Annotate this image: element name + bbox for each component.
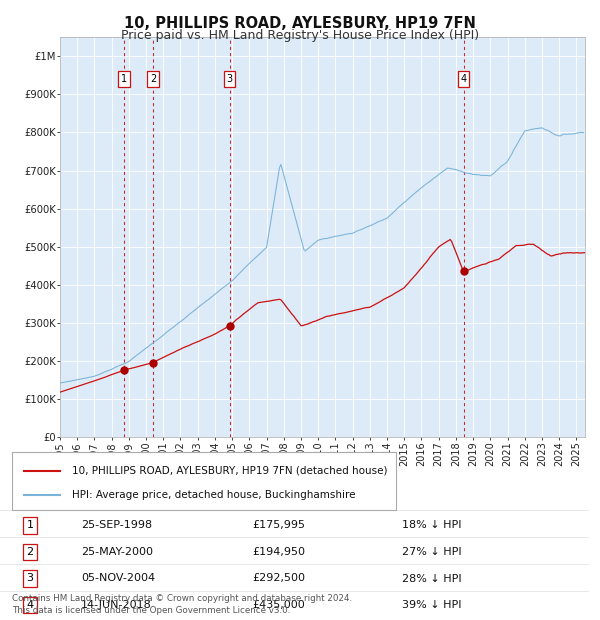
Text: 28% ↓ HPI: 28% ↓ HPI <box>402 574 461 583</box>
Text: £292,500: £292,500 <box>252 574 305 583</box>
Text: 3: 3 <box>226 74 233 84</box>
Text: Price paid vs. HM Land Registry's House Price Index (HPI): Price paid vs. HM Land Registry's House … <box>121 29 479 42</box>
Text: £435,000: £435,000 <box>252 600 305 610</box>
Text: 05-NOV-2004: 05-NOV-2004 <box>81 574 155 583</box>
Text: 2: 2 <box>26 547 34 557</box>
Text: 27% ↓ HPI: 27% ↓ HPI <box>402 547 461 557</box>
Text: 4: 4 <box>461 74 467 84</box>
Text: 1: 1 <box>26 520 34 531</box>
FancyBboxPatch shape <box>12 452 396 510</box>
Text: 10, PHILLIPS ROAD, AYLESBURY, HP19 7FN: 10, PHILLIPS ROAD, AYLESBURY, HP19 7FN <box>124 16 476 30</box>
Text: 14-JUN-2018: 14-JUN-2018 <box>81 600 152 610</box>
Text: £194,950: £194,950 <box>252 547 305 557</box>
Text: 2: 2 <box>150 74 156 84</box>
Text: Contains HM Land Registry data © Crown copyright and database right 2024.
This d: Contains HM Land Registry data © Crown c… <box>12 593 352 615</box>
Text: 25-SEP-1998: 25-SEP-1998 <box>81 520 152 531</box>
Text: 10, PHILLIPS ROAD, AYLESBURY, HP19 7FN (detached house): 10, PHILLIPS ROAD, AYLESBURY, HP19 7FN (… <box>72 466 388 476</box>
Text: 1: 1 <box>121 74 127 84</box>
Text: HPI: Average price, detached house, Buckinghamshire: HPI: Average price, detached house, Buck… <box>72 490 355 500</box>
Text: 4: 4 <box>26 600 34 610</box>
Text: 39% ↓ HPI: 39% ↓ HPI <box>402 600 461 610</box>
Text: 25-MAY-2000: 25-MAY-2000 <box>81 547 153 557</box>
Text: £175,995: £175,995 <box>252 520 305 531</box>
Text: 3: 3 <box>26 574 34 583</box>
Text: 18% ↓ HPI: 18% ↓ HPI <box>402 520 461 531</box>
